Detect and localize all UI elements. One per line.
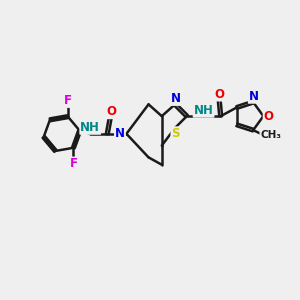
Text: F: F [69, 158, 77, 170]
Text: NH: NH [194, 104, 214, 117]
Text: O: O [264, 110, 274, 123]
Text: CH₃: CH₃ [260, 130, 281, 140]
Text: N: N [171, 92, 181, 105]
Text: NH: NH [80, 121, 100, 134]
Text: S: S [171, 127, 180, 140]
Text: N: N [249, 90, 259, 103]
Text: O: O [214, 88, 224, 100]
Text: F: F [64, 94, 72, 107]
Text: O: O [107, 105, 117, 118]
Text: N: N [115, 127, 125, 140]
